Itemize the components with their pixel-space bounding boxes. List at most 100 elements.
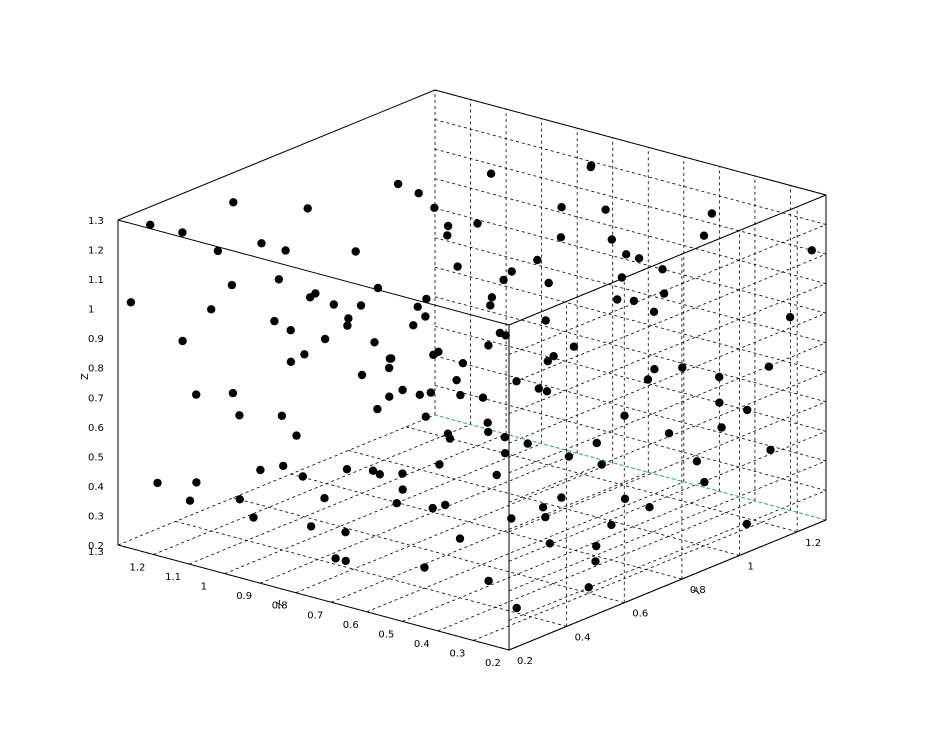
scatter-point: [659, 289, 669, 298]
scatter-point: [650, 365, 659, 374]
z-tick-label: 0.5: [88, 452, 104, 463]
scatter-point: [311, 289, 320, 298]
tick-labels: 0.20.30.40.50.60.70.80.911.11.21.30.20.3…: [88, 216, 821, 669]
scatter-point: [743, 405, 752, 415]
scatter-point: [597, 460, 606, 469]
x-tick-label: 1.1: [165, 572, 181, 583]
scatter-point: [329, 300, 338, 309]
scatter-point: [607, 235, 616, 244]
scatter-point: [592, 541, 601, 551]
scatter-point: [507, 267, 516, 276]
scatter-point: [373, 404, 382, 414]
scatter-point: [385, 354, 395, 363]
box-edge: [434, 89, 827, 196]
box-edge: [117, 89, 436, 221]
box-edges: [117, 89, 827, 651]
scatter-point: [707, 209, 717, 218]
scatter-point: [344, 314, 353, 323]
x-tick-label: 0.3: [450, 649, 466, 660]
y-tick-label: 0.8: [690, 585, 706, 596]
grid-line: [366, 481, 684, 613]
grid-line: [508, 312, 827, 444]
scatter-point: [500, 449, 510, 458]
scatter-point: [534, 384, 543, 393]
scatter-point: [764, 362, 774, 371]
scatter-point: [541, 513, 550, 522]
z-tick-label: 1.3: [88, 216, 104, 227]
scatter-point: [499, 275, 508, 285]
scatter-point: [356, 301, 366, 310]
scatter-point: [533, 255, 542, 265]
grid-line: [406, 426, 798, 533]
scatter-point: [249, 513, 258, 522]
scatter-point: [428, 503, 437, 513]
scatter-point: [392, 499, 401, 508]
grid-line: [434, 119, 827, 225]
grid-line: [508, 430, 827, 562]
scatter-point: [430, 203, 439, 212]
scatter-point: [556, 233, 566, 242]
box-edge: [508, 194, 827, 326]
z-tick-label: 0.7: [88, 393, 104, 404]
grid-line: [117, 414, 436, 546]
scatter-point: [478, 393, 488, 402]
scatter-point: [443, 231, 452, 240]
scatter-point: [384, 363, 394, 373]
grid-line: [434, 325, 827, 432]
scatter-point: [617, 273, 627, 282]
scatter-point: [281, 246, 290, 255]
y-tick-label: 1.2: [805, 538, 821, 549]
inner-x-axis: [434, 414, 827, 521]
scatter-point: [331, 554, 340, 563]
grid-line: [508, 490, 827, 621]
scatter-point: [415, 390, 424, 399]
scatter-point: [435, 460, 444, 469]
scatter-point: [192, 478, 201, 487]
scatter-point: [414, 189, 423, 198]
scatter-point: [421, 412, 430, 421]
scatter-point: [607, 520, 616, 530]
scatter-point: [277, 411, 287, 420]
scatter-point: [542, 387, 552, 396]
scatter-point: [370, 338, 379, 347]
x-tick-label: 0.9: [236, 591, 252, 602]
scatter-point: [453, 262, 462, 271]
z-tick-label: 0.2: [88, 541, 104, 552]
scatter-point: [742, 519, 751, 529]
scatter-point: [586, 162, 595, 172]
scatter-point: [620, 494, 630, 503]
scatter-point: [292, 431, 301, 440]
scatter-point: [126, 298, 136, 307]
scatter-point: [620, 411, 629, 420]
scatter-point: [486, 169, 496, 178]
scatter-point: [700, 477, 709, 487]
scatter-point: [484, 341, 493, 350]
scatter-point: [622, 250, 631, 259]
scatter-point: [373, 283, 383, 293]
x-tick-label: 0.2: [485, 658, 501, 669]
scatter-point: [613, 295, 622, 304]
scatter-point: [385, 392, 394, 401]
scatter-point: [549, 352, 558, 361]
y-tick-label: 0.2: [517, 656, 533, 667]
x-tick-label: 1.3: [88, 547, 104, 558]
grid-line: [434, 148, 827, 255]
scatter-point: [357, 370, 367, 380]
scatter-point: [484, 576, 493, 586]
scatter-point: [256, 465, 265, 475]
scatter-point: [492, 470, 501, 480]
scatter-point: [368, 466, 378, 475]
scatter-point: [717, 423, 726, 432]
scatter-point: [420, 563, 429, 572]
grid-line: [348, 450, 740, 556]
scatter-point: [658, 265, 667, 274]
scatter-point: [766, 445, 775, 455]
grid-line: [290, 473, 683, 580]
x-tick-label: 0.5: [378, 629, 394, 640]
grid-line: [508, 371, 827, 503]
scatter-point: [320, 334, 330, 344]
grid-line: [508, 224, 827, 355]
grid-line: [434, 296, 827, 403]
scatter-point: [544, 278, 553, 288]
